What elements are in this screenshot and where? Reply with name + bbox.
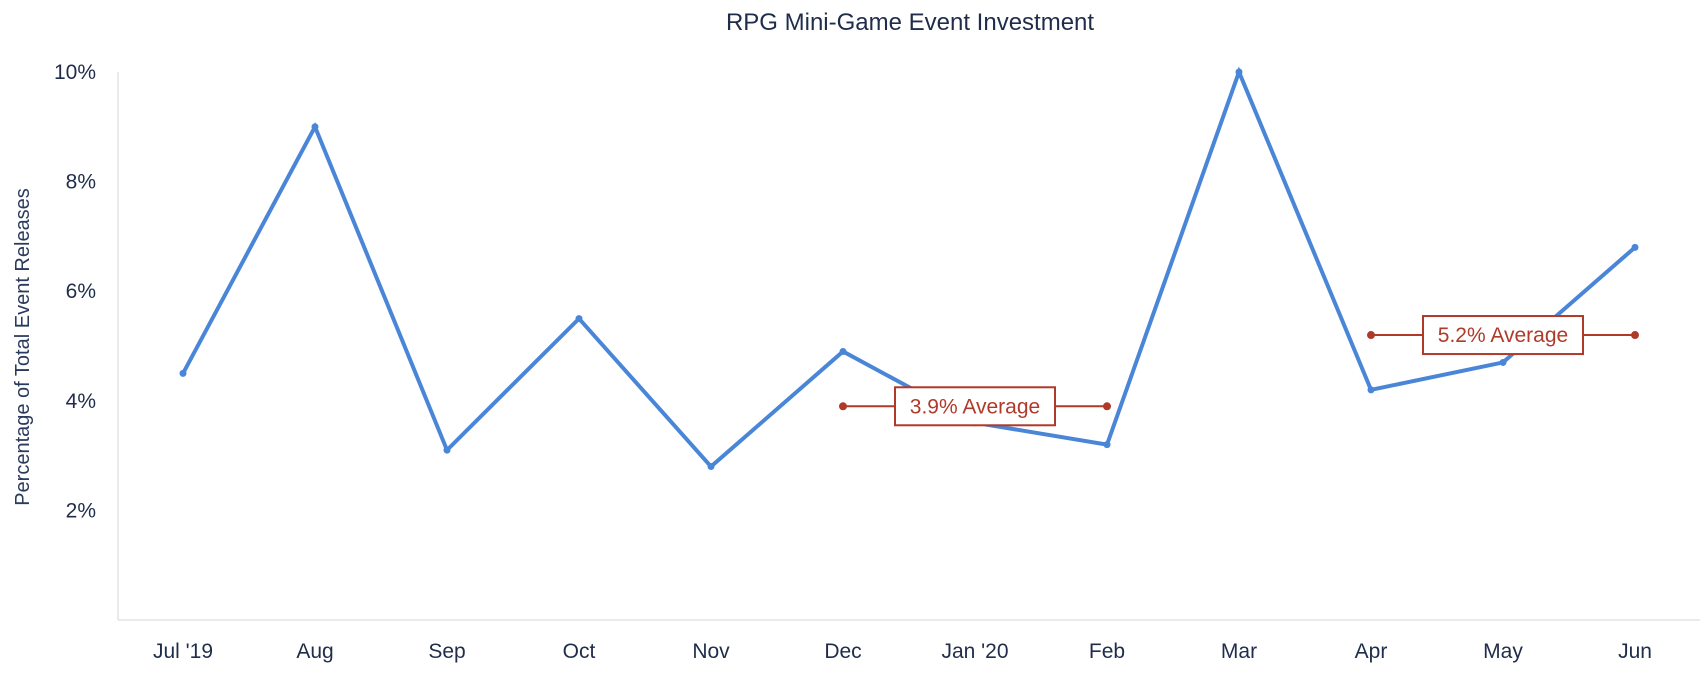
average-label: 5.2% Average	[1438, 324, 1568, 347]
x-tick-label: Nov	[692, 640, 730, 663]
y-axis-label: Percentage of Total Event Releases	[12, 188, 34, 506]
average-label-box	[1422, 315, 1584, 356]
y-tick-label: 2%	[66, 499, 96, 522]
data-point	[707, 463, 715, 471]
average-end-dot	[1103, 402, 1111, 411]
x-tick-label: Jul '19	[153, 640, 213, 663]
data-point	[839, 347, 847, 355]
average-annotation: 5.2% Average	[1367, 315, 1639, 356]
average-annotation: 3.9% Average	[839, 386, 1111, 427]
x-tick-label: Mar	[1221, 640, 1257, 663]
data-point	[1631, 243, 1639, 251]
data-point	[1103, 441, 1111, 449]
chart-title: RPG Mini-Game Event Investment	[726, 9, 1094, 36]
x-tick-label: Feb	[1089, 640, 1125, 663]
y-tick-label: 4%	[66, 390, 96, 413]
x-tick-label: Jun	[1618, 640, 1652, 663]
average-start-dot	[839, 402, 847, 411]
x-tick-label: Aug	[296, 640, 333, 663]
x-tick-label: Apr	[1355, 640, 1388, 663]
x-tick-label: May	[1483, 640, 1523, 663]
y-axis: 2% 4% 6% 8% 10%	[54, 61, 119, 620]
x-axis: Jul '19 Aug Sep Oct Nov Dec Jan '20 Feb Mar Apr Ma…	[118, 619, 1700, 663]
average-end-dot	[1631, 331, 1639, 340]
x-tick-label: Sep	[428, 640, 465, 663]
average-label-box	[894, 386, 1056, 427]
y-tick-label: 10%	[54, 61, 96, 84]
data-point	[575, 315, 583, 323]
x-tick-label: Jan '20	[941, 640, 1008, 663]
x-tick-label: Dec	[824, 640, 861, 663]
y-tick-label: 8%	[66, 171, 96, 194]
data-point	[179, 369, 187, 377]
annotations-group: 3.9% Average 5.2% Average	[839, 315, 1639, 427]
data-point	[443, 446, 451, 454]
x-tick-label: Oct	[563, 640, 596, 663]
data-point	[311, 123, 319, 131]
data-point	[1499, 358, 1507, 366]
y-tick-label: 6%	[66, 280, 96, 303]
data-point	[1235, 68, 1243, 76]
data-point	[1367, 386, 1375, 394]
average-label: 3.9% Average	[910, 395, 1040, 418]
average-start-dot	[1367, 331, 1375, 340]
